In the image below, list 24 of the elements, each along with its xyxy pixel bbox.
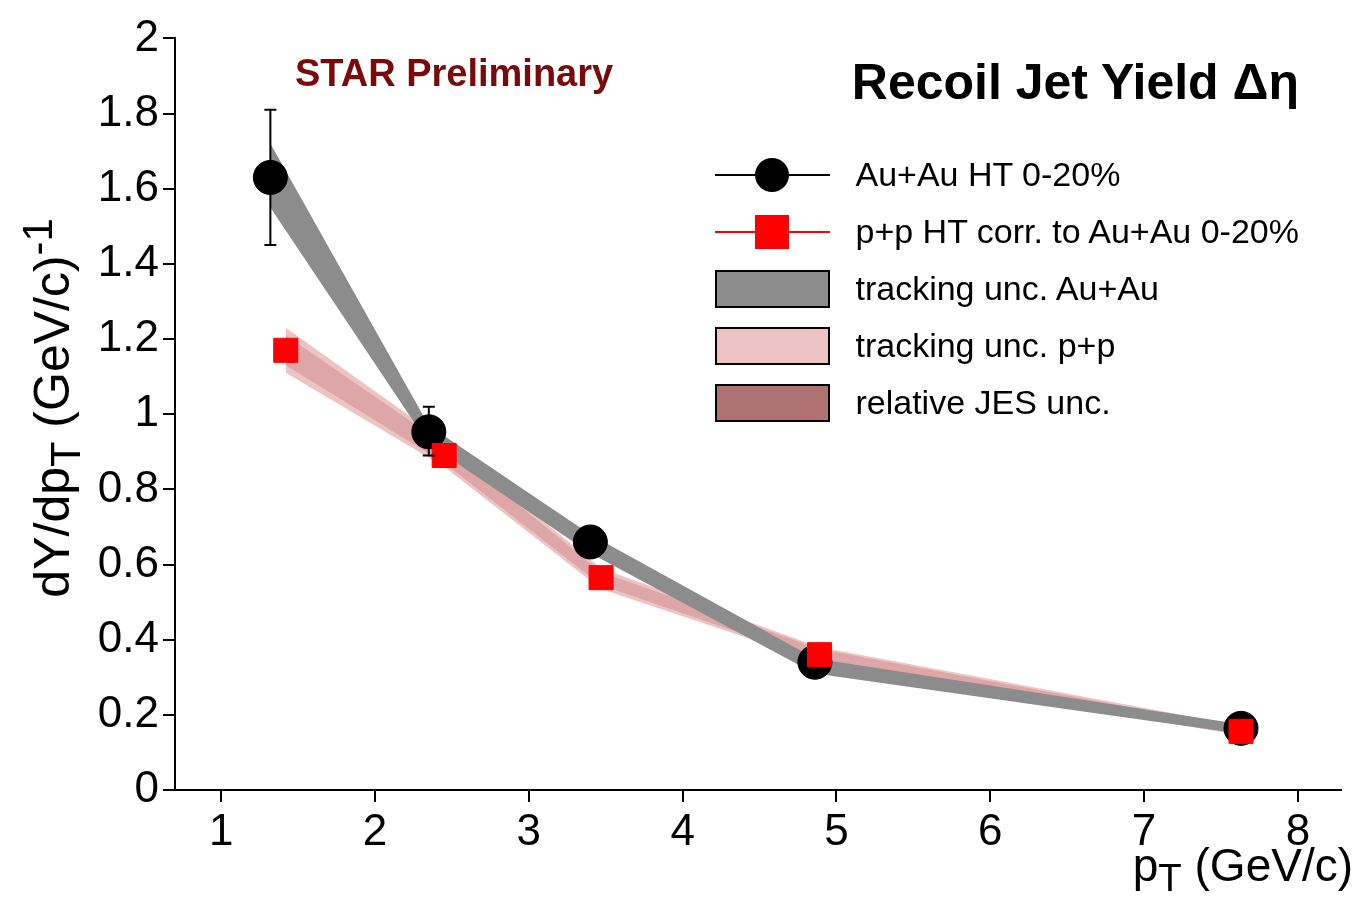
y-tick-label: 0.8 <box>97 461 159 511</box>
y-tick-label: 1.6 <box>97 160 159 210</box>
y-tick-label: 0.4 <box>97 611 159 661</box>
y-tick-label: 0 <box>134 762 159 812</box>
legend-label: p+p HT corr. to Au+Au 0-20% <box>855 212 1299 251</box>
x-tick-label: 3 <box>516 804 542 854</box>
x-tick-label: 2 <box>362 804 388 854</box>
y-tick-label: 1.4 <box>97 236 159 286</box>
y-tick-label: 0.6 <box>97 536 159 586</box>
chart-title: Recoil Jet Yield Δη <box>851 53 1299 111</box>
y-tick-label: 0.2 <box>97 686 159 736</box>
y-tick-label: 2 <box>134 10 159 60</box>
x-tick-label: 1 <box>208 804 234 854</box>
legend-label: relative JES unc. <box>855 383 1111 422</box>
y-tick-label: 1 <box>134 386 159 436</box>
x-tick-label: 6 <box>978 804 1003 854</box>
x-tick-label: 5 <box>824 804 849 854</box>
y-tick-label: 1.8 <box>97 85 159 135</box>
x-tick-label: 4 <box>670 804 695 854</box>
legend-label: tracking unc. Au+Au <box>855 269 1159 308</box>
legend-label: Au+Au HT 0-20% <box>855 155 1121 194</box>
annotation: STAR Preliminary <box>295 52 614 95</box>
legend-label: tracking unc. p+p <box>855 326 1116 365</box>
y-tick-label: 1.2 <box>97 311 159 361</box>
